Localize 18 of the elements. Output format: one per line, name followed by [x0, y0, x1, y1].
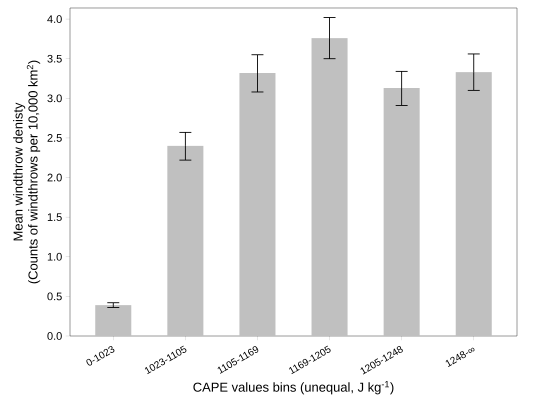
y-tick-label: 1.5 — [48, 213, 62, 221]
y-tick-label: 0.5 — [47, 292, 62, 300]
bar — [456, 72, 492, 336]
bar — [95, 305, 132, 336]
text: Mean windthrow denisty — [13, 102, 26, 240]
text: (Counts of windthrows per 10,000 km$^{2}$) — [26, 60, 40, 284]
bar — [167, 146, 204, 336]
bar — [312, 38, 348, 336]
bar — [239, 72, 276, 336]
y-tick-label: 4.0 — [47, 15, 62, 23]
y-tick-label: 1.0 — [48, 252, 62, 261]
y-tick-label: 0.0 — [47, 332, 62, 340]
y-tick-label: 2.0 — [48, 174, 62, 182]
bar — [384, 88, 420, 336]
y-tick-label: 3.5 — [47, 54, 62, 63]
y-tick-label: 3.0 — [47, 94, 62, 102]
y-tick-label: 2.5 — [48, 134, 62, 142]
x-axis-title: CAPE values bins (unequal, J kg$^{-1}$) — [193, 381, 394, 394]
